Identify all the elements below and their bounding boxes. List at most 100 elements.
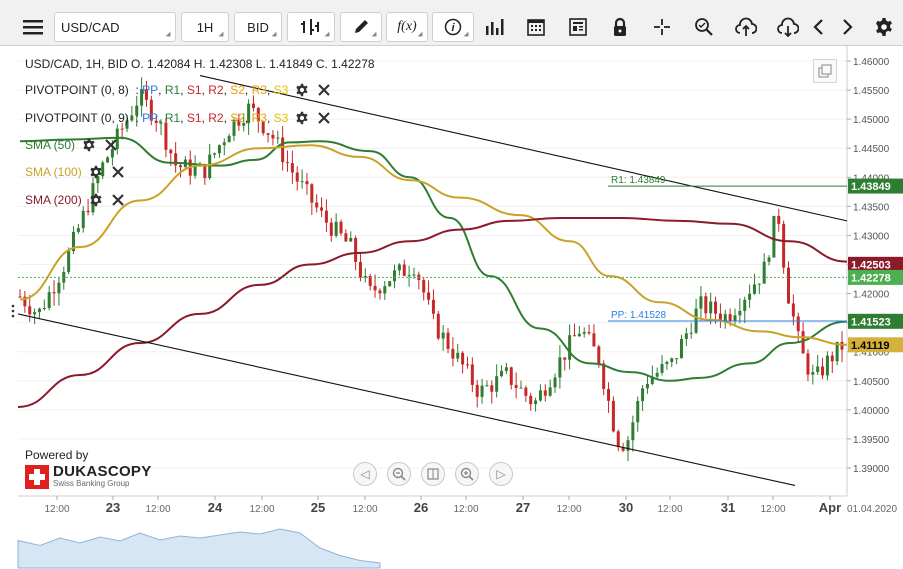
candle-body[interactable] [767,257,771,262]
indicator-remove-icon[interactable] [110,192,126,208]
candle-body[interactable] [329,222,333,236]
candle-body[interactable] [281,137,285,163]
bar-style-button[interactable] [287,12,335,42]
candle-body[interactable] [490,385,494,392]
candle-body[interactable] [762,261,766,284]
candle-body[interactable] [543,390,547,396]
candle-body[interactable] [500,370,504,377]
scroll-right-button[interactable] [832,12,862,42]
candle-body[interactable] [251,103,255,108]
indicator-settings-icon[interactable] [294,110,310,126]
candle-body[interactable] [222,142,226,146]
candle-body[interactable] [611,400,615,432]
candle-body[interactable] [110,148,114,158]
candle-body[interactable] [835,341,839,362]
candle-body[interactable] [534,400,538,405]
indicator-settings-icon[interactable] [81,137,97,153]
candle-body[interactable] [840,341,844,350]
candle-body[interactable] [714,301,718,314]
candle-body[interactable] [461,352,465,365]
candle-body[interactable] [106,157,110,163]
candle-body[interactable] [582,332,586,334]
info-button[interactable]: i [432,12,474,42]
scroll-forward-button[interactable]: ▷ [489,462,513,486]
candle-body[interactable] [679,338,683,359]
candle-body[interactable] [242,123,246,126]
candle-body[interactable] [568,335,572,360]
candle-body[interactable] [699,296,703,309]
candle-body[interactable] [349,237,353,242]
candle-body[interactable] [757,283,761,285]
function-button[interactable]: f(x) [386,12,428,42]
candle-body[interactable] [373,285,377,291]
candle-body[interactable] [709,301,713,314]
indicator-remove-icon[interactable] [103,137,119,153]
candle-body[interactable] [358,261,362,278]
indicator-settings-icon[interactable] [294,82,310,98]
candle-body[interactable] [733,315,737,322]
chart-area[interactable]: 1.460001.455001.450001.445001.440001.435… [0,46,903,569]
candle-body[interactable] [806,353,810,375]
candle-body[interactable] [57,282,61,294]
candle-body[interactable] [777,215,781,224]
candle-body[interactable] [728,314,732,322]
candle-body[interactable] [232,119,236,136]
candle-body[interactable] [587,332,591,334]
candle-body[interactable] [227,135,231,143]
calendar-button[interactable] [521,12,551,42]
news-button[interactable] [563,12,593,42]
candle-body[interactable] [675,358,679,360]
candle-body[interactable] [631,422,635,441]
candle-body[interactable] [286,162,290,164]
candle-body[interactable] [465,364,469,366]
candle-body[interactable] [470,364,474,385]
candle-body[interactable] [52,292,56,294]
candle-body[interactable] [621,446,625,451]
candle-body[interactable] [577,333,581,337]
candle-body[interactable] [660,364,664,373]
candle-body[interactable] [130,115,134,121]
candle-body[interactable] [456,352,460,359]
candle-body[interactable] [310,184,314,203]
candle-body[interactable] [33,312,37,315]
candle-body[interactable] [524,387,528,396]
indicator-sma-100[interactable]: SMA (100) [25,163,126,181]
candle-body[interactable] [645,383,649,389]
reset-view-button[interactable] [421,462,445,486]
timeframe-selector[interactable]: 1H [181,12,229,42]
candle-body[interactable] [718,313,722,321]
candle-body[interactable] [485,385,489,387]
candlestick-series[interactable] [18,77,844,462]
candle-body[interactable] [816,366,820,373]
candle-body[interactable] [821,366,825,376]
candle-body[interactable] [169,149,173,154]
candle-body[interactable] [796,316,800,332]
candle-body[interactable] [149,99,153,121]
candle-body[interactable] [256,107,260,122]
candle-body[interactable] [723,314,727,321]
candle-body[interactable] [315,202,319,208]
candle-body[interactable] [704,296,708,314]
candle-body[interactable] [563,357,567,360]
candle-body[interactable] [378,290,382,294]
candle-body[interactable] [748,293,752,300]
upload-button[interactable] [731,12,761,42]
candle-body[interactable] [115,128,119,149]
candle-body[interactable] [135,105,139,116]
settings-button[interactable] [869,12,899,42]
candle-body[interactable] [592,333,596,347]
instrument-selector[interactable]: USD/CAD [54,12,176,42]
candle-body[interactable] [266,133,270,135]
indicator-sma-200[interactable]: SMA (200) [25,191,126,209]
candle-body[interactable] [305,181,309,185]
zoom-button[interactable] [689,12,719,42]
candle-body[interactable] [529,395,533,405]
panel-resize-handle[interactable] [11,304,15,318]
lock-button[interactable] [605,12,635,42]
candle-body[interactable] [159,122,163,124]
candle-body[interactable] [217,145,221,154]
indicator-remove-icon[interactable] [110,164,126,180]
candle-body[interactable] [125,120,129,129]
candle-body[interactable] [548,387,552,396]
candle-body[interactable] [572,335,576,337]
